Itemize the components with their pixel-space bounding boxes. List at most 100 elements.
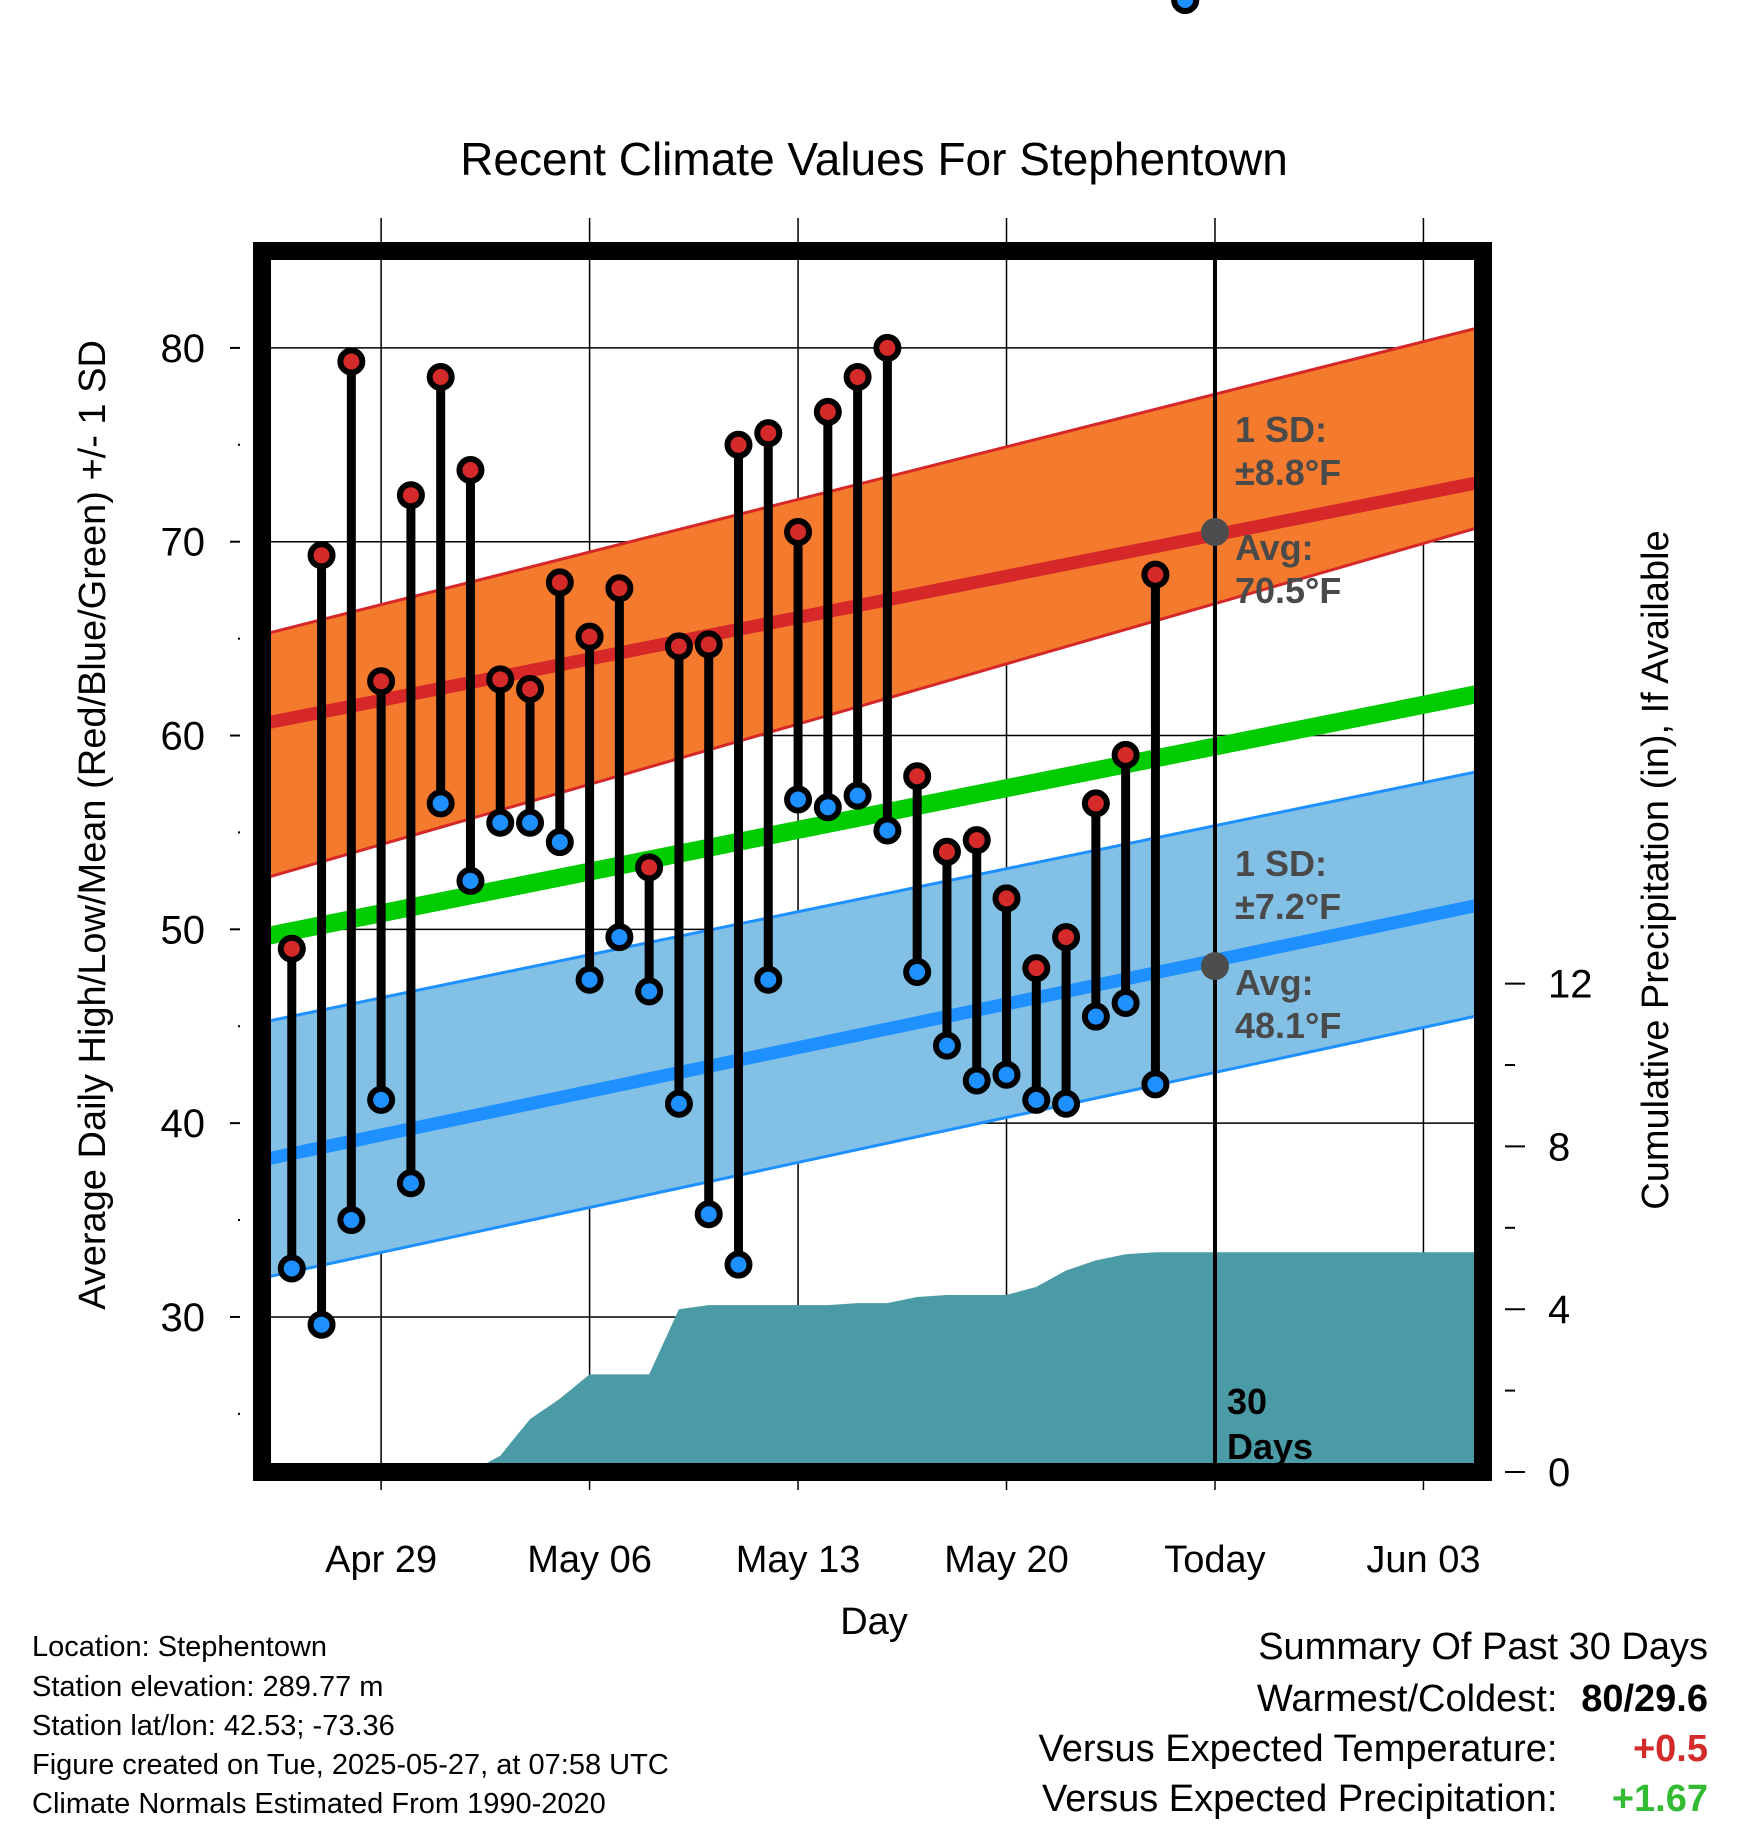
y-tick-label: 30	[161, 1296, 206, 1340]
high-sd-annotation: ±8.8°F	[1235, 452, 1341, 493]
high-point	[277, 934, 306, 963]
low-sd-annotation: ±7.2°F	[1235, 886, 1341, 927]
low-point	[664, 1089, 693, 1118]
high-point	[784, 518, 813, 547]
high-point	[664, 632, 693, 661]
summary-warmest-label: Warmest/Coldest:	[1256, 1678, 1558, 1720]
low-point	[754, 965, 783, 994]
summary-precip-label: Versus Expected Precipitation:	[1042, 1778, 1558, 1820]
plot-frame	[253, 242, 1492, 1481]
y-axis-label: Average Daily High/Low/Mean (Red/Blue/Gr…	[72, 340, 114, 1310]
summary-precip: Versus Expected Precipitation: +1.67	[1042, 1780, 1708, 1818]
low-point	[1022, 1085, 1051, 1114]
summary-precip-value: +1.67	[1611, 1778, 1708, 1820]
summary-title: Summary Of Past 30 Days	[1258, 1626, 1708, 1668]
x-tick-label: Apr 29	[325, 1539, 437, 1581]
avg-high-line	[262, 475, 1483, 731]
info-created: Figure created on Tue, 2025-05-27, at 07…	[32, 1749, 669, 1781]
x-axis-label: Day	[840, 1601, 908, 1643]
high-point	[1081, 789, 1110, 818]
today-days-label: 30	[1227, 1381, 1267, 1422]
low-point	[575, 965, 604, 994]
low-point	[426, 789, 455, 818]
high-point	[932, 837, 961, 866]
low-point	[1171, 0, 1200, 14]
y-tick-label: 80	[161, 327, 206, 371]
x-tick-label: Jun 03	[1366, 1539, 1480, 1581]
high-point	[694, 630, 723, 659]
low-point	[396, 1169, 425, 1198]
high-point	[1141, 560, 1170, 589]
low-avg-annotation: Avg:	[1235, 962, 1314, 1003]
low-point	[1081, 1002, 1110, 1031]
y2-tick-label: 0	[1548, 1451, 1570, 1495]
high-avg-annotation: 70.5°F	[1235, 570, 1341, 611]
summary-temp: Versus Expected Temperature: +0.5	[1039, 1730, 1708, 1768]
summary-temp-label: Versus Expected Temperature:	[1038, 1728, 1558, 1770]
info-elevation: Station elevation: 289.77 m	[32, 1671, 384, 1703]
low-band-upper-edge	[262, 768, 1483, 1024]
high-point	[426, 362, 455, 391]
high-point	[635, 853, 664, 882]
chart-title: Recent Climate Values For Stephentown	[460, 133, 1288, 185]
low-point	[724, 1250, 753, 1279]
low-point	[486, 808, 515, 837]
high-point	[754, 419, 783, 448]
summary-warmest: Warmest/Coldest: 80/29.6	[1257, 1680, 1708, 1718]
low-point	[873, 816, 902, 845]
high-point	[337, 347, 366, 376]
y2-tick-label: 4	[1548, 1288, 1570, 1332]
high-band-lower-edge	[262, 524, 1483, 881]
high-point	[545, 568, 574, 597]
high-sd-annotation: 1 SD:	[1235, 409, 1327, 450]
low-point	[784, 785, 813, 814]
low-point	[962, 1066, 991, 1095]
low-point	[813, 793, 842, 822]
low-point	[694, 1200, 723, 1229]
high-point	[903, 762, 932, 791]
y-tick-label: 70	[161, 521, 206, 565]
high-point	[962, 826, 991, 855]
summary-warmest-value: 80/29.6	[1581, 1678, 1708, 1720]
low-sd-band	[262, 770, 1483, 1279]
summary-temp-value: +0.5	[1632, 1728, 1708, 1770]
low-point	[635, 977, 664, 1006]
low-point	[516, 808, 545, 837]
low-point	[1141, 1070, 1170, 1099]
today-avg-high-marker	[1200, 518, 1229, 547]
low-point	[456, 866, 485, 895]
high-point	[307, 541, 336, 570]
today-days-label: Days	[1227, 1426, 1313, 1467]
high-point	[724, 430, 753, 459]
high-point	[992, 884, 1021, 913]
y2-tick-label: 12	[1548, 963, 1593, 1007]
high-avg-annotation: Avg:	[1235, 527, 1314, 568]
info-normals: Climate Normals Estimated From 1990-2020	[32, 1788, 606, 1820]
x-tick-label: May 13	[736, 1539, 861, 1581]
high-point	[575, 622, 604, 651]
y2-tick-label: 8	[1548, 1125, 1570, 1169]
low-point	[932, 1031, 961, 1060]
low-point	[307, 1310, 336, 1339]
high-point	[843, 362, 872, 391]
high-band-upper-edge	[262, 325, 1483, 637]
high-point	[1052, 923, 1081, 952]
x-tick-label: May 06	[527, 1539, 652, 1581]
avg-mean-line	[262, 684, 1483, 946]
y-tick-label: 40	[161, 1102, 206, 1146]
low-band-lower-edge	[262, 1013, 1483, 1280]
high-point	[367, 667, 396, 696]
high-point	[813, 397, 842, 426]
avg-low-line	[262, 897, 1483, 1167]
high-point	[1022, 954, 1051, 983]
y-tick-label: 50	[161, 908, 206, 952]
high-point	[873, 333, 902, 362]
low-point	[1052, 1089, 1081, 1118]
low-point	[605, 923, 634, 952]
low-avg-annotation: 48.1°F	[1235, 1005, 1341, 1046]
high-point	[516, 675, 545, 704]
low-sd-annotation: 1 SD:	[1235, 843, 1327, 884]
high-point	[456, 456, 485, 485]
low-point	[903, 957, 932, 986]
